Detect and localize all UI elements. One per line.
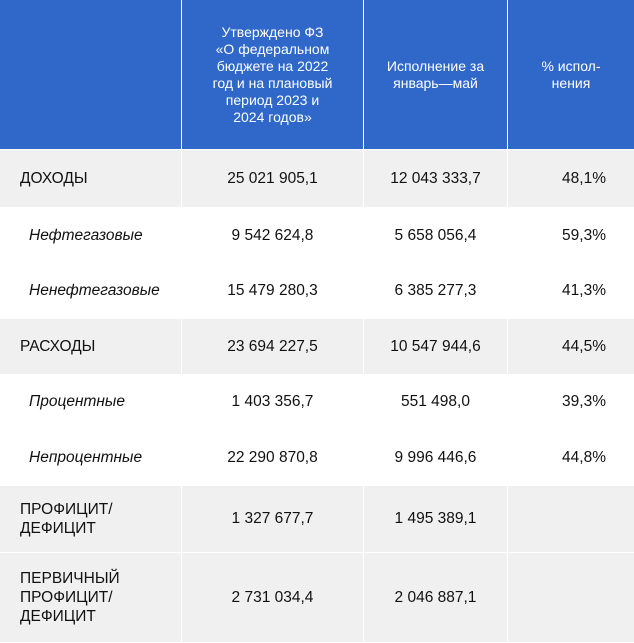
header-line: январь—май [393, 74, 478, 91]
approved-value: 15 479 280,3 [182, 264, 364, 319]
executed-value: 2 046 887,1 [364, 553, 508, 643]
executed-value: 5 658 056,4 [364, 208, 508, 264]
header-line: 2024 годов» [233, 108, 312, 125]
header-line: период 2023 и [225, 91, 320, 108]
header-line: «О федеральном [215, 40, 330, 57]
executed-value: 1 495 389,1 [364, 486, 508, 553]
row-label-non-oil-gas: Ненефтегазовые [0, 264, 182, 319]
executed-value: 6 385 277,3 [364, 264, 508, 319]
percent-value: 44,8% [508, 430, 634, 486]
percent-value [508, 553, 634, 643]
approved-value: 22 290 870,8 [182, 430, 364, 486]
approved-value: 23 694 227,5 [182, 319, 364, 375]
header-line: Исполнение за [386, 57, 485, 74]
label-line: ПРОФИЦИТ/ [20, 501, 113, 518]
executed-value: 12 043 333,7 [364, 150, 508, 208]
label-line: ДЕФИЦИТ [20, 608, 96, 625]
percent-value: 39,3% [508, 375, 634, 430]
row-label-revenue: ДОХОДЫ [0, 150, 182, 208]
approved-value: 25 021 905,1 [182, 150, 364, 208]
executed-value: 551 498,0 [364, 375, 508, 430]
row-label-non-interest: Непроцентные [0, 430, 182, 486]
percent-value: 59,3% [508, 208, 634, 264]
header-line: нения [551, 74, 591, 91]
header-line: % испол- [541, 57, 601, 74]
approved-value: 2 731 034,4 [182, 553, 364, 643]
label-line: ПРОФИЦИТ/ [20, 589, 113, 606]
approved-value: 1 327 677,7 [182, 486, 364, 553]
approved-value: 9 542 624,8 [182, 208, 364, 264]
row-label-surplus-deficit: ПРОФИЦИТ/ ДЕФИЦИТ [0, 486, 182, 553]
percent-value [508, 486, 634, 553]
percent-value: 41,3% [508, 264, 634, 319]
header-percent: % испол- нения [508, 0, 634, 150]
header-line: бюджете на 2022 [216, 57, 329, 74]
header-execution: Исполнение за январь—май [364, 0, 508, 150]
row-label-interest: Процентные [0, 375, 182, 430]
row-label-expenses: РАСХОДЫ [0, 319, 182, 375]
header-line: Утверждено ФЗ [221, 23, 324, 40]
row-label-oil-gas: Нефтегазовые [0, 208, 182, 264]
header-line: год и на плановый [212, 74, 333, 91]
label-line: ПЕРВИЧНЫЙ [20, 570, 120, 587]
approved-value: 1 403 356,7 [182, 375, 364, 430]
executed-value: 9 996 446,6 [364, 430, 508, 486]
row-label-primary-surplus-deficit: ПЕРВИЧНЫЙ ПРОФИЦИТ/ ДЕФИЦИТ [0, 553, 182, 643]
executed-value: 10 547 944,6 [364, 319, 508, 375]
header-empty-cell [0, 0, 182, 150]
header-approved-law: Утверждено ФЗ «О федеральном бюджете на … [182, 0, 364, 150]
percent-value: 44,5% [508, 319, 634, 375]
percent-value: 48,1% [508, 150, 634, 208]
label-line: ДЕФИЦИТ [20, 520, 96, 537]
